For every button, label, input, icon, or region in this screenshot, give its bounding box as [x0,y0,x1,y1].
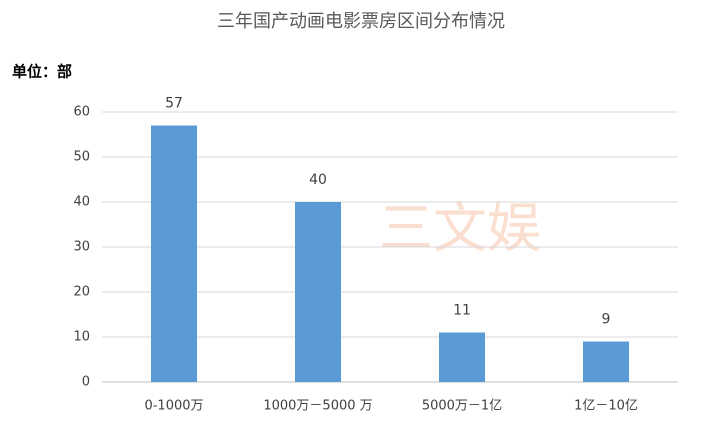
y-tick-label: 10 [73,330,90,345]
x-tick-label: 0-1000万 [144,399,203,414]
x-tick-label: 1000万－5000 万 [263,399,372,414]
watermark: 三文娱 [379,197,541,260]
data-label: 9 [602,312,611,328]
bar [295,202,341,382]
y-tick-label: 40 [73,195,90,210]
y-tick-label: 60 [73,105,90,120]
chart-title: 三年国产动画电影票房区间分布情况 [217,11,505,32]
data-label: 40 [309,172,327,188]
data-label: 57 [165,96,183,112]
data-label: 11 [453,303,471,319]
y-tick-label: 30 [73,240,90,255]
x-tick-label: 1亿－10亿 [574,399,638,414]
x-tick-label: 5000万－1亿 [422,399,502,414]
y-tick-label: 50 [73,150,90,165]
bar [583,341,629,382]
bar [439,332,485,382]
y-tick-label: 20 [73,285,90,300]
bar [151,125,197,382]
y-tick-label: 0 [82,375,90,390]
y-axis-label: 单位：部 [12,63,72,81]
